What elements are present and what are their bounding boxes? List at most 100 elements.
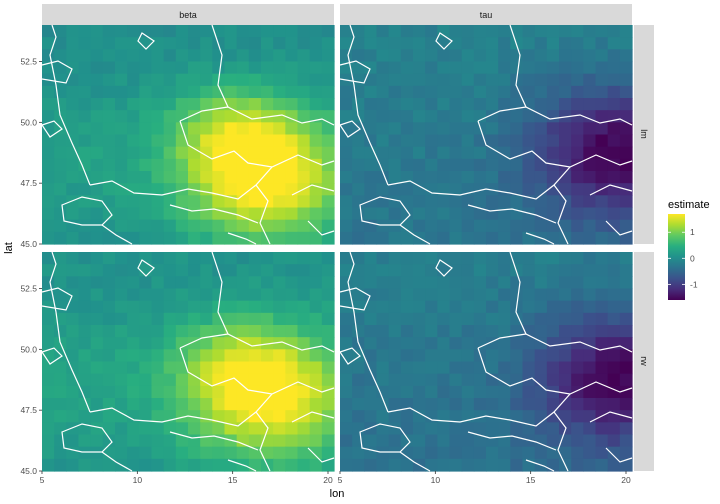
heatmap-cell [236, 373, 250, 387]
heatmap-cell [163, 25, 177, 38]
heatmap-cell [175, 110, 189, 123]
heatmap-cell [188, 446, 201, 460]
heatmap-cell [461, 195, 475, 209]
heatmap-cell [78, 134, 92, 148]
heatmap-cell [188, 85, 201, 99]
heatmap-cell [285, 398, 299, 411]
heatmap-cell [309, 325, 323, 338]
x-axis-title: lon [330, 488, 345, 500]
heatmap-cell [212, 422, 226, 436]
heatmap-cell [175, 146, 189, 160]
heatmap-cell [200, 183, 213, 196]
heatmap-cell [127, 312, 140, 326]
heatmap-cell [425, 110, 438, 123]
heatmap-cell [261, 398, 274, 411]
heatmap-cell [486, 349, 499, 363]
heatmap-cell [571, 207, 584, 221]
heatmap-cell [522, 49, 536, 63]
heatmap-cell [163, 122, 177, 136]
heatmap-cell [546, 122, 560, 136]
heatmap-cell [364, 373, 378, 387]
heatmap-cell [54, 276, 67, 290]
heatmap-cell [461, 85, 475, 99]
heatmap-cell [449, 458, 463, 472]
heatmap-cell [297, 98, 311, 111]
heatmap-cell [583, 49, 597, 63]
x-axis-right: 5 10 15 20 [338, 471, 631, 485]
heatmap-cell [376, 61, 390, 75]
heatmap-cell [78, 252, 92, 265]
heatmap-cell [78, 276, 92, 290]
heatmap-cell [224, 300, 238, 314]
heatmap-cell [413, 85, 426, 99]
heatmap-cell [619, 276, 633, 290]
heatmap-cell [78, 264, 92, 277]
heatmap-cell [400, 37, 414, 50]
heatmap-cell [607, 231, 621, 245]
heatmap-cell [285, 219, 299, 233]
heatmap-cell [461, 252, 475, 265]
heatmap-cell [522, 446, 536, 460]
heatmap-cell [486, 49, 499, 63]
heatmap-cell [248, 146, 262, 160]
heatmap-cell [583, 312, 597, 326]
heatmap-cell [224, 410, 238, 423]
heatmap-cell [90, 325, 104, 338]
heatmap-cell [321, 134, 335, 148]
heatmap-cell [486, 25, 499, 38]
heatmap-cell [571, 288, 584, 302]
heatmap-cell [285, 61, 299, 75]
heatmap-cell [364, 122, 378, 136]
heatmap-cell [425, 171, 438, 184]
heatmap-cell [78, 219, 92, 233]
heatmap-cell [321, 37, 335, 50]
heatmap-cell [595, 195, 609, 209]
heatmap-cell [559, 122, 572, 136]
heatmap-cell [559, 183, 572, 196]
heatmap-cell [425, 264, 438, 277]
heatmap-cell [461, 446, 475, 460]
heatmap-cell [236, 122, 250, 136]
heatmap-cell [309, 300, 323, 314]
heatmap-cell [534, 446, 548, 460]
heatmap-cell [449, 385, 463, 399]
heatmap-cell [139, 337, 153, 350]
heatmap-cell [559, 373, 572, 387]
heatmap-cell [66, 410, 80, 423]
heatmap-cell [102, 410, 116, 423]
heatmap-cell [364, 264, 378, 277]
country-border [347, 251, 389, 413]
heatmap-cell [200, 288, 213, 302]
heatmap-cell [486, 37, 499, 50]
heatmap-cell [583, 37, 597, 50]
heatmap-cell [309, 361, 323, 375]
heatmap-cell [175, 207, 189, 221]
heatmap-cell [297, 110, 311, 123]
heatmap-cell [261, 146, 274, 160]
y-tick-label: 50.0 [20, 117, 37, 127]
heatmap-cell [139, 134, 153, 148]
heatmap-cell [461, 25, 475, 38]
heatmap-cell [388, 49, 402, 63]
heatmap-cell [224, 61, 238, 75]
heatmap-cell [388, 385, 402, 399]
country-border [255, 411, 271, 472]
heatmap-cell [42, 385, 55, 399]
heatmap-cell [607, 98, 621, 111]
heatmap-cell [66, 264, 80, 277]
heatmap-cell [364, 325, 378, 338]
heatmap-cell [534, 325, 548, 338]
heatmap-cell [546, 312, 560, 326]
heatmap-cell [151, 85, 165, 99]
heatmap-cell [188, 37, 201, 50]
heatmap-cell [388, 195, 402, 209]
heatmap-cell [400, 288, 414, 302]
heatmap-cell [127, 219, 140, 233]
heatmap-cell [309, 349, 323, 363]
heatmap-cell [413, 373, 426, 387]
heatmap-cell [498, 37, 511, 50]
heatmap-cell [285, 231, 299, 245]
heatmap-cell [248, 231, 262, 245]
heatmap-cell [498, 146, 511, 160]
heatmap-cell [534, 158, 548, 172]
